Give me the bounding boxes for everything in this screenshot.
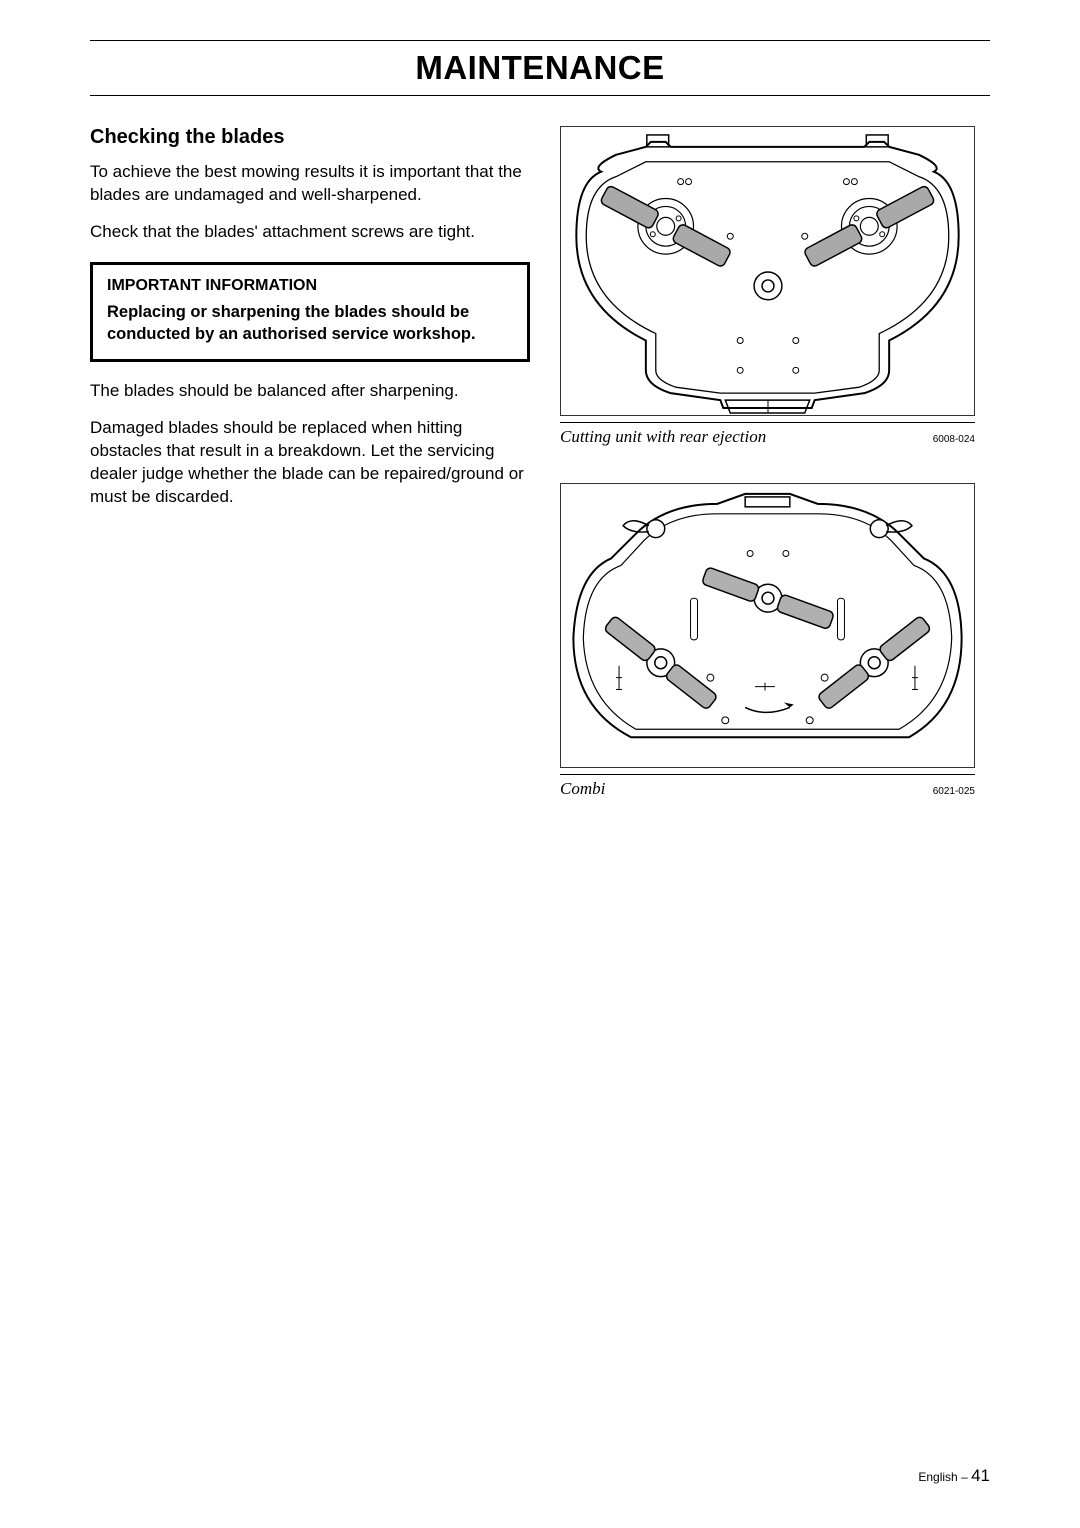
paragraph-2: Check that the blades' attachment screws… <box>90 221 530 244</box>
right-column: Cutting unit with rear ejection 6008-024 <box>560 126 990 835</box>
paragraph-4: Damaged blades should be replaced when h… <box>90 417 530 509</box>
section-heading: Checking the blades <box>90 126 530 149</box>
figure2-caption: Combi <box>560 779 605 799</box>
important-info-box: IMPORTANT INFORMATION Replacing or sharp… <box>90 262 530 363</box>
info-box-text: Replacing or sharpening the blades shoul… <box>107 301 513 346</box>
info-box-title: IMPORTANT INFORMATION <box>107 277 513 295</box>
diagram-rear-ejection <box>560 126 975 416</box>
page-footer: English – 41 <box>918 1466 990 1486</box>
figure1-caption: Cutting unit with rear ejection <box>560 427 766 447</box>
title-bar: MAINTENANCE <box>90 40 990 96</box>
left-column: Checking the blades To achieve the best … <box>90 126 530 835</box>
paragraph-1: To achieve the best mowing results it is… <box>90 161 530 207</box>
figure2-code: 6021-025 <box>933 786 975 797</box>
footer-page-number: 41 <box>971 1466 990 1485</box>
page-title: MAINTENANCE <box>90 49 990 87</box>
figure1-code: 6008-024 <box>933 434 975 445</box>
figure-rear-ejection: Cutting unit with rear ejection 6008-024 <box>560 126 990 447</box>
diagram-combi <box>560 483 975 768</box>
footer-language: English – <box>918 1470 971 1484</box>
paragraph-3: The blades should be balanced after shar… <box>90 380 530 403</box>
figure-combi: Combi 6021-025 <box>560 483 990 799</box>
